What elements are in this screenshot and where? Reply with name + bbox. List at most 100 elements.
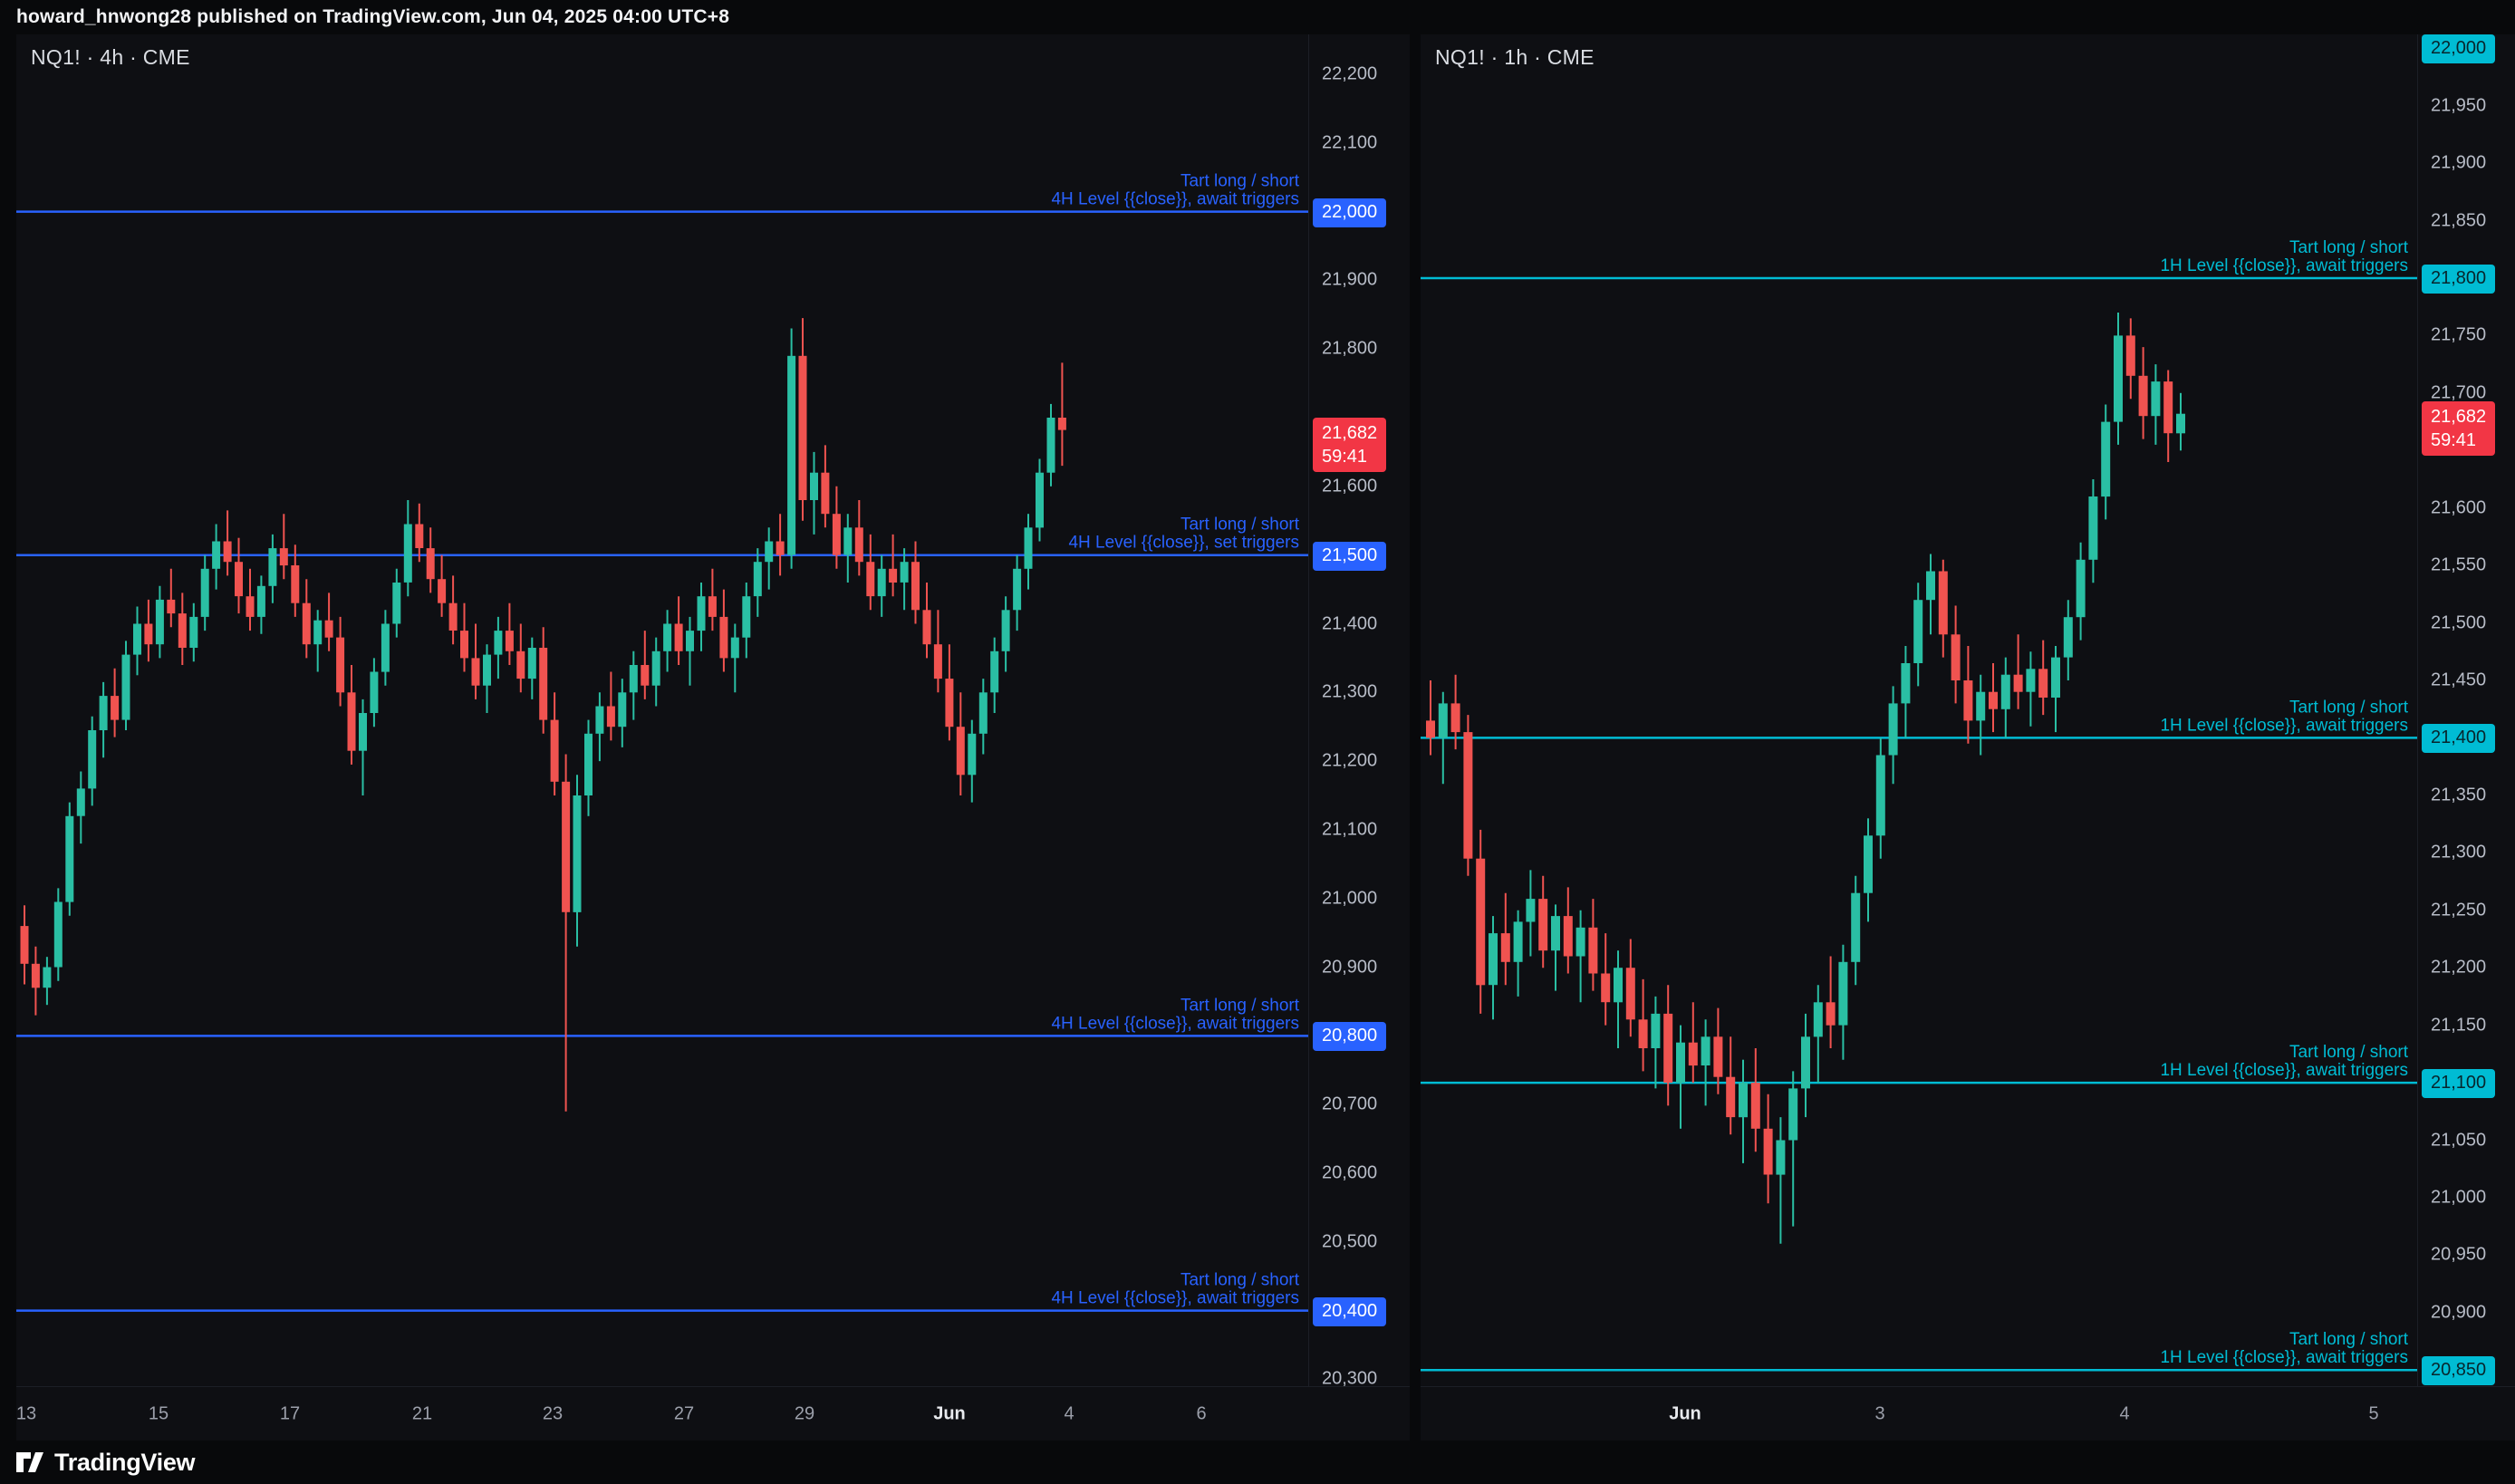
current-price-badge: 21,682 59:41 <box>2422 400 2496 456</box>
candle <box>370 658 379 728</box>
candle <box>1739 1059 1748 1163</box>
time-axis-4h[interactable]: 13 15 17 21 23 27 29 Jun 4 6 <box>16 1387 1308 1441</box>
price-tick: 20,600 <box>1322 1162 1378 1183</box>
candle <box>686 616 694 686</box>
candle <box>121 641 130 730</box>
panel-main-1h: Tart long / short 1H Level {{close}}, awa… <box>1421 34 2515 1386</box>
candle <box>111 668 120 737</box>
candle <box>2088 479 2098 583</box>
candle <box>381 610 390 686</box>
price-axis-4h[interactable]: 22,200 22,100 21,900 21,800 21,600 21,400 21,3… <box>1308 34 1410 1386</box>
level-label-line2: 4H Level {{close}}, await triggers <box>1051 1289 1299 1308</box>
candle <box>200 554 209 631</box>
level-label-line1: Tart long / short <box>1180 172 1300 191</box>
candle <box>1875 737 1885 859</box>
candle <box>1489 916 1498 1020</box>
candle <box>178 593 187 665</box>
candle <box>471 623 480 699</box>
candle <box>1588 899 1598 991</box>
level-label-line2: 4H Level {{close}}, await triggers <box>1051 190 1299 209</box>
candle <box>753 548 762 617</box>
level-label-line1: Tart long / short <box>2289 1330 2409 1349</box>
candle <box>1463 715 1473 876</box>
candle <box>629 650 638 720</box>
time-axis-1h[interactable]: Jun 3 4 5 <box>1421 1387 2417 1441</box>
price-tick: 21,450 <box>2431 670 2487 690</box>
candle <box>539 627 548 734</box>
chart-area-1h[interactable]: Tart long / short 1H Level {{close}}, awa… <box>1421 34 2417 1386</box>
candle <box>900 548 909 611</box>
candle <box>235 537 243 614</box>
candle <box>968 719 977 803</box>
tradingview-logo-icon[interactable] <box>16 1452 43 1472</box>
chart-area-4h[interactable]: Tart long / short 4H Level {{close}}, awa… <box>16 34 1308 1386</box>
candle <box>2114 313 2123 445</box>
price-tick: 20,500 <box>1322 1231 1378 1252</box>
candle <box>1024 514 1033 590</box>
candle <box>990 637 999 713</box>
candle <box>832 486 841 569</box>
chart-panel-1h: Tart long / short 1H Level {{close}}, awa… <box>1421 34 2515 1441</box>
time-label: 6 <box>1196 1403 1207 1424</box>
candle <box>2013 634 2023 709</box>
candle <box>1826 956 1836 1048</box>
candle <box>347 665 356 765</box>
time-label: 21 <box>411 1403 433 1424</box>
level-lines-layer <box>1421 276 2417 1372</box>
candle <box>708 568 717 631</box>
candle <box>854 500 863 576</box>
candle <box>618 679 627 747</box>
candle <box>2051 646 2060 733</box>
candle <box>527 637 536 699</box>
candle <box>1963 646 1973 744</box>
candle <box>821 445 830 528</box>
candle <box>256 575 265 634</box>
candle <box>562 754 571 1112</box>
candle <box>1450 674 1460 750</box>
candle <box>573 775 582 947</box>
level-price-badge: 21,800 <box>2422 265 2496 294</box>
candle <box>246 568 255 631</box>
panel-main-4h: Tart long / short 4H Level {{close}}, awa… <box>16 34 1410 1386</box>
level-label-line2: 1H Level {{close}}, await triggers <box>2160 256 2408 275</box>
level-price-badge: 22,000 <box>1313 198 1387 227</box>
price-tick: 21,200 <box>2431 957 2487 978</box>
candle <box>212 524 221 590</box>
price-tick: 21,100 <box>1322 819 1378 840</box>
current-price-badge: 21,682 59:41 <box>1313 417 1387 472</box>
candle <box>1563 887 1573 974</box>
candle <box>1713 1007 1723 1094</box>
candle <box>2026 651 2036 727</box>
price-tick: 21,500 <box>2431 612 2487 633</box>
price-tick: 21,400 <box>1322 613 1378 633</box>
level-label-line1: Tart long / short <box>2289 238 2409 257</box>
candle <box>1976 674 1986 756</box>
candle <box>99 681 108 758</box>
candle <box>1938 559 1948 658</box>
price-axis-1h[interactable]: 21,950 21,900 21,850 21,750 21,700 21,600 21,5… <box>2417 34 2515 1386</box>
candle <box>359 699 367 795</box>
price-tick: 21,150 <box>2431 1015 2487 1036</box>
candle <box>911 541 920 624</box>
candle <box>1013 554 1022 631</box>
candle <box>1913 583 1923 687</box>
candle <box>2176 392 2185 451</box>
candle <box>460 602 468 672</box>
price-tick: 20,900 <box>2431 1302 2487 1323</box>
price-tick: 21,300 <box>2431 842 2487 862</box>
price-tick: 21,850 <box>2431 210 2487 230</box>
candle <box>1901 646 1911 738</box>
candle <box>674 596 683 665</box>
footer: TradingView <box>0 1441 2515 1484</box>
candle <box>1638 978 1648 1072</box>
candle <box>810 451 818 535</box>
candle <box>1036 458 1044 542</box>
level-price-badge: 21,500 <box>1313 541 1387 571</box>
tradingview-brand[interactable]: TradingView <box>54 1448 196 1476</box>
level-label-line2: 4H Level {{close}}, await triggers <box>1051 1014 1299 1033</box>
time-label: 15 <box>148 1403 169 1424</box>
candle <box>1513 910 1523 997</box>
